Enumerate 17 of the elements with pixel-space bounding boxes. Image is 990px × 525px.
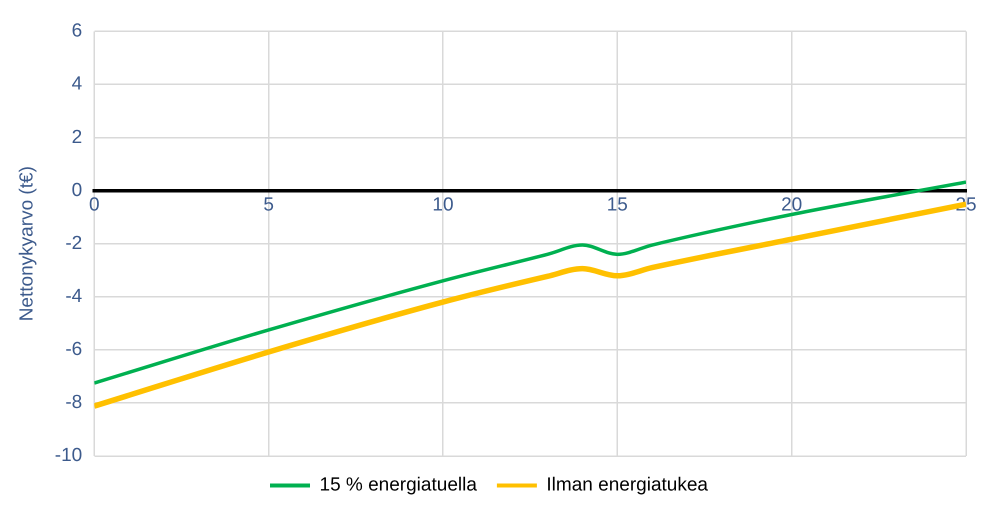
y-tick-label: -6 bbox=[65, 339, 82, 360]
x-tick-label: 20 bbox=[781, 194, 802, 216]
x-tick-label: 0 bbox=[88, 194, 100, 216]
y-tick-label: 6 bbox=[72, 20, 82, 42]
y-tick-label: -10 bbox=[54, 445, 82, 466]
y-tick-label: 0 bbox=[72, 180, 82, 201]
x-tick-label: 5 bbox=[263, 194, 274, 216]
legend-label: Ilman energiatukea bbox=[546, 474, 708, 496]
y-tick-label: -4 bbox=[65, 286, 83, 308]
legend-label: 15 % energiatuella bbox=[320, 474, 478, 496]
x-tick-label: 15 bbox=[606, 194, 628, 216]
y-tick-label: -8 bbox=[65, 392, 82, 414]
y-tick-label: -2 bbox=[65, 232, 82, 254]
y-axis-title: Nettonykyarvo (t€) bbox=[16, 166, 38, 322]
y-tick-label: 4 bbox=[72, 74, 83, 95]
y-tick-label: 2 bbox=[72, 126, 82, 148]
x-tick-label: 10 bbox=[432, 194, 454, 216]
